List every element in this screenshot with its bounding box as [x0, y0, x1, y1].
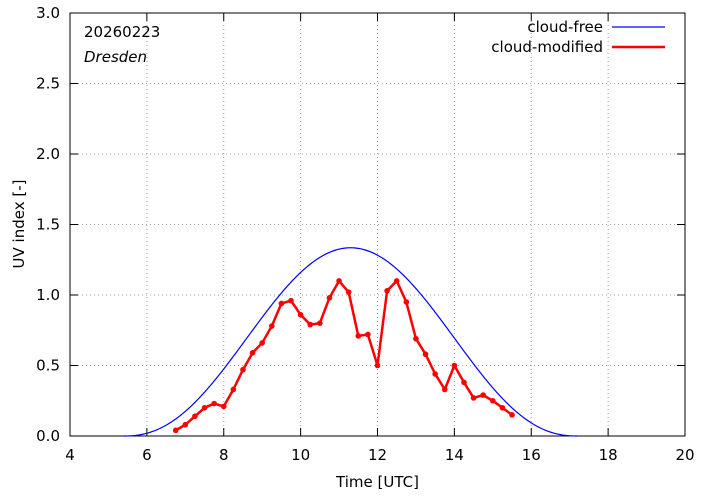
x-tick-label: 18: [599, 446, 618, 464]
y-tick-label: 2.5: [36, 75, 60, 93]
legend-label-cloud-free: cloud-free: [527, 18, 603, 36]
data-point-cloud-modified: [432, 371, 438, 377]
data-point-cloud-modified: [240, 366, 246, 373]
data-point-cloud-modified: [268, 323, 275, 329]
data-point-cloud-modified: [182, 421, 189, 428]
y-tick-label: 0.0: [36, 427, 60, 445]
data-point-cloud-modified: [355, 333, 362, 339]
x-tick-labels: 4 6 8 10 12 14 16 18 20: [65, 446, 694, 464]
axis-ticks: [69, 12, 686, 437]
legend: cloud-free cloud-modified: [491, 18, 665, 56]
data-point-cloud-modified: [288, 297, 294, 304]
data-point-cloud-modified: [441, 386, 448, 393]
data-point-cloud-modified: [480, 392, 487, 398]
data-point-cloud-modified: [461, 379, 467, 386]
y-tick-label: 3.0: [36, 4, 60, 22]
data-point-cloud-modified: [326, 295, 333, 301]
x-tick-label: 14: [445, 446, 464, 464]
legend-label-cloud-modified: cloud-modified: [491, 38, 603, 56]
x-axis-label: Time [UTC]: [335, 473, 419, 491]
y-tick-labels: 0.0 0.5 1.0 1.5 2.0 2.5 3.0: [36, 4, 60, 445]
grid: [70, 13, 685, 436]
data-point-cloud-modified: [422, 351, 429, 358]
data-point-cloud-modified: [413, 335, 419, 342]
data-point-cloud-modified: [509, 412, 515, 418]
data-point-cloud-modified: [393, 278, 400, 284]
x-tick-label: 4: [65, 446, 75, 464]
x-tick-label: 8: [219, 446, 229, 464]
data-point-cloud-modified: [403, 299, 410, 305]
data-point-cloud-modified: [259, 340, 265, 346]
series-layer: [123, 247, 578, 437]
data-point-cloud-modified: [336, 278, 342, 284]
data-point-cloud-modified: [249, 350, 256, 356]
data-point-cloud-modified: [201, 405, 208, 411]
y-axis-label: UV index [-]: [10, 180, 28, 269]
data-point-cloud-modified: [220, 403, 227, 410]
x-tick-label: 16: [522, 446, 541, 464]
x-tick-label: 20: [675, 446, 694, 464]
data-point-cloud-modified: [172, 427, 179, 434]
data-point-cloud-modified: [499, 405, 506, 411]
data-point-cloud-modified: [365, 331, 371, 338]
data-point-cloud-modified: [374, 362, 381, 369]
data-point-cloud-modified: [278, 300, 285, 307]
series-line-cloud-free: [123, 247, 578, 437]
y-tick-label: 1.5: [36, 216, 60, 234]
data-point-cloud-modified: [192, 413, 198, 420]
data-point-cloud-modified: [317, 320, 323, 327]
y-tick-label: 2.0: [36, 145, 60, 163]
y-tick-label: 0.5: [36, 357, 60, 375]
x-tick-label: 6: [142, 446, 152, 464]
x-tick-label: 12: [368, 446, 387, 464]
location-annotation: Dresden: [84, 48, 147, 66]
data-point-cloud-modified: [211, 400, 217, 407]
data-point-cloud-modified: [451, 362, 458, 369]
data-point-cloud-modified: [230, 386, 237, 393]
date-annotation: 20260223: [84, 23, 160, 41]
series-line-cloud-modified: [175, 279, 513, 432]
data-point-cloud-modified: [470, 395, 477, 401]
data-point-cloud-modified: [307, 321, 314, 328]
data-point-cloud-modified: [297, 311, 304, 318]
data-point-cloud-modified: [490, 397, 496, 404]
data-point-cloud-modified: [384, 287, 390, 294]
data-point-cloud-modified: [345, 289, 352, 295]
y-tick-label: 1.0: [36, 286, 60, 304]
x-tick-label: 10: [291, 446, 310, 464]
